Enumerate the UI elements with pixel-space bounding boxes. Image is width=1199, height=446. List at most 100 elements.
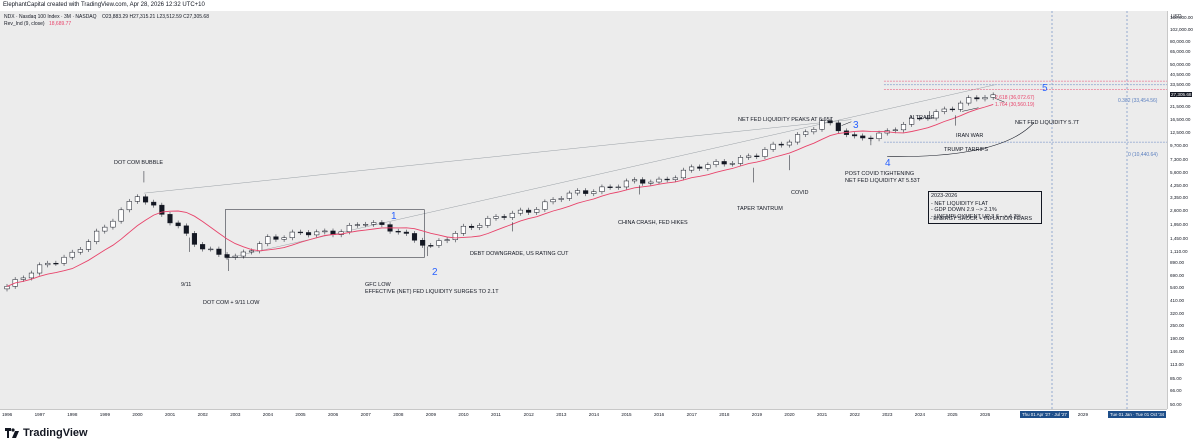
price-tick-label: 130,000.00 [1170, 15, 1193, 21]
candle-body [444, 239, 450, 241]
candle-body [224, 254, 230, 258]
candle-body [118, 209, 124, 222]
plot-area[interactable]: NDX · Nasdaq 100 Index · 3M · NASDAQ O23… [0, 11, 1167, 409]
candle-body [379, 222, 385, 225]
candle-body [469, 225, 475, 228]
candle-body [102, 226, 108, 232]
candle-body [778, 143, 784, 146]
candle-body [289, 231, 295, 238]
candle-body [680, 169, 687, 179]
annotation-ai-trade: AI TRADE [909, 115, 935, 121]
candle-body [623, 180, 629, 188]
candle-body [786, 141, 792, 146]
annotation-debt-downgrade: DEBT DOWNGRADE, US RATING CUT [470, 251, 569, 257]
candle-body [566, 192, 572, 199]
tradingview-logo[interactable]: TradingView [5, 427, 88, 439]
candle-body [697, 166, 703, 169]
wave-label-1: 1 [391, 211, 397, 222]
time-tick-label: 2001 [165, 412, 176, 417]
candle-body [599, 186, 605, 192]
summary-line-1: - NET LIQUIDITY FLAT [931, 200, 989, 207]
annotation-dotcom-bubble: DOT COM BUBBLE [114, 160, 164, 166]
candle-body [200, 244, 206, 250]
price-tick-label: 12,500.00 [1170, 130, 1191, 136]
candle-body [45, 262, 51, 266]
candle-body [322, 230, 328, 233]
time-tick-label: 2012 [523, 412, 534, 417]
candle-body [770, 143, 776, 150]
legend-ohlc: O23,883.29 H27,315.21 L23,512.59 C27,305… [101, 14, 209, 20]
time-range-highlight-2[interactable]: Tue 01 Jan · Tue 01 Oct '34 [1108, 411, 1167, 418]
candle-body [69, 251, 75, 258]
time-tick-label: 1997 [34, 412, 45, 417]
price-tick-label: 50,000.00 [1170, 62, 1191, 68]
time-tick-label: 2013 [556, 412, 567, 417]
legend-symbol: NDX · Nasdaq 100 Index · 3M · NASDAQ [4, 14, 97, 20]
candle-body [77, 249, 83, 253]
candle-body [517, 209, 524, 214]
candle-body [126, 201, 132, 211]
candle-body [61, 256, 67, 264]
time-axis[interactable]: 1996 1997 1998 1999 2000 2001 2002 2003 2004 2005… [0, 409, 1167, 422]
time-tick-label: 2000 [132, 412, 143, 417]
candle-body [713, 161, 719, 166]
candle-body [175, 222, 181, 227]
price-axis[interactable]: USD 130,000.00 102,000.00 80,000.00 65,000.… [1167, 11, 1199, 409]
time-tick-label: 2021 [817, 412, 828, 417]
candle-body [306, 232, 312, 236]
price-tick-label: 9,700.00 [1170, 142, 1188, 148]
time-tick-label: 2005 [295, 412, 306, 417]
chart-credit: ElephantCapital created with TradingView… [3, 2, 205, 8]
price-tick-label: 250.00 [1170, 322, 1185, 328]
candle-body [28, 272, 34, 279]
annotation-taper-tantrum: TAPER TANTRUM [737, 206, 783, 212]
candle-body [648, 181, 654, 184]
time-tick-label: 2007 [360, 412, 371, 417]
annotation-trump-tariffs: TRUMP TARRIFS [944, 147, 989, 153]
annotation-china-crash: CHINA CRASH, FED HIKES [618, 220, 688, 226]
time-range-highlight[interactable]: Thu 01 Apr '27 · Jul '27 [1020, 411, 1069, 418]
price-chart[interactable] [0, 11, 1167, 409]
candle-body [909, 117, 915, 125]
candle-body [183, 225, 189, 234]
annotation-gfc-low: GFC LOW [365, 282, 391, 288]
time-tick-label: 2004 [262, 412, 274, 417]
candle-body [257, 243, 263, 252]
currency-label[interactable]: USD [1171, 14, 1182, 20]
time-tick-label: 2026 [980, 412, 991, 417]
price-tick-label: 40,500.00 [1170, 72, 1191, 78]
candle-body [110, 220, 116, 228]
wave-label-4: 4 [885, 158, 891, 169]
candle-body [485, 218, 491, 226]
candle-body [411, 233, 418, 241]
candle-body [925, 117, 931, 120]
candle-body [558, 198, 564, 200]
fib-label-0: 0 (10,440.64) [1128, 152, 1158, 158]
candle-body [607, 186, 613, 188]
candle-body [273, 236, 279, 240]
candle-body [835, 122, 841, 132]
candle-body [632, 179, 638, 182]
price-tick-label: 1,950.00 [1170, 221, 1188, 227]
time-tick-label: 2008 [393, 412, 404, 417]
price-tick-label: 33,500.00 [1170, 81, 1191, 87]
candle-body [705, 164, 711, 169]
candle-body [876, 132, 882, 140]
candle-body [85, 241, 92, 250]
candle-body [371, 222, 377, 225]
annotation-net-fed-553: NET FED LIQUIDITY AT 5.53T [845, 178, 921, 184]
candle-body [795, 134, 801, 143]
price-tick-label: 16,500.00 [1170, 116, 1191, 122]
candle-body [583, 190, 589, 194]
time-tick-label: 2014 [588, 412, 600, 417]
candle-body [852, 134, 858, 137]
legend-indicator-value: 18,689.77 [48, 21, 72, 27]
candle-body [20, 277, 26, 280]
price-tick-label: 27,305.68 [1170, 91, 1193, 97]
time-tick-label: 2010 [458, 412, 469, 417]
candle-body [917, 117, 923, 120]
candle-body [811, 129, 817, 133]
price-tick-label: 4,250.00 [1170, 183, 1188, 189]
candle-body [640, 179, 646, 184]
candle-body [232, 255, 238, 258]
